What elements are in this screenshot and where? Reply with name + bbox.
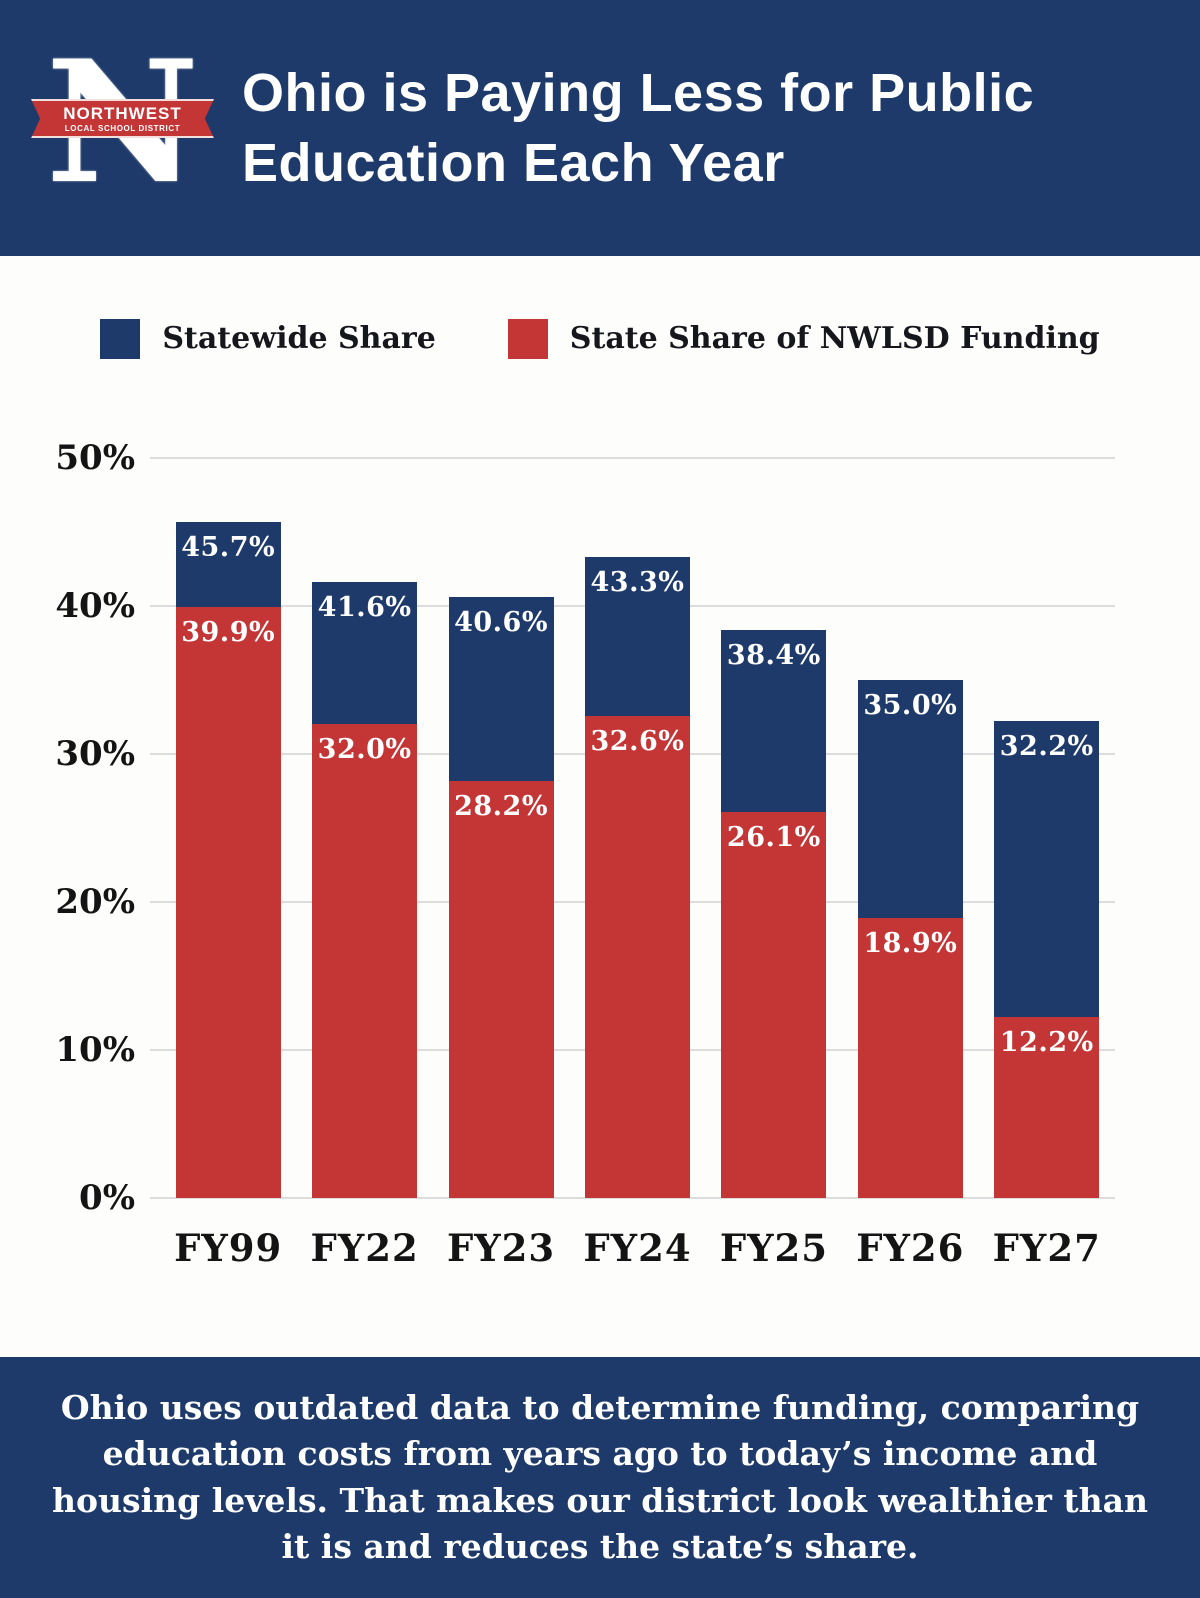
bar-value-label-nwlsd: 32.0% [317,734,412,766]
bar-segment-nwlsd: 18.9% [857,918,963,1198]
district-logo: N NORTHWEST LOCAL SCHOOL DISTRICT [31,38,214,213]
x-axis-label-fy99: FY99 [174,1226,283,1270]
bar-value-label-nwlsd: 12.2% [999,1027,1094,1059]
bar-value-label-statewide: 41.6% [317,592,412,624]
footer-caption: Ohio uses outdated data to determine fun… [52,1388,1148,1566]
legend-label-statewide-share: Statewide Share [162,321,436,356]
y-axis-tick-label: 0% [79,1178,135,1218]
legend-item-statewide-share: Statewide Share [100,318,436,359]
y-axis-tick-label: 50% [55,438,135,478]
page-title-line2: Education Each Year [242,133,785,193]
bar-column-fy26: 35.0% 18.9% [842,458,978,1198]
legend-item-nwlsd-funding: State Share of NWLSD Funding [507,318,1100,359]
y-axis-tick-label: 30% [55,734,135,774]
legend-label-nwlsd-funding: State Share of NWLSD Funding [569,321,1100,356]
footer-banner: Ohio uses outdated data to determine fun… [0,1357,1200,1598]
bar-value-label-statewide: 32.2% [999,731,1094,763]
x-axis-row: FY99 FY22 FY23 FY24 FY25 FY26 FY27 [160,1226,1115,1270]
page-title: Ohio is Paying Less for Public Education… [242,58,1034,198]
bar-segment-nwlsd: 12.2% [994,1017,1100,1198]
gridline [150,457,1115,459]
logo-ribbon-district-name: NORTHWEST [63,104,182,123]
bars-row: 45.7% 39.9% 41.6% 32.0% 40.6% 28.2% 43.3% 32.6%… [160,458,1115,1198]
x-axis-label-fy23: FY23 [446,1226,556,1270]
y-axis-tick-label: 20% [55,882,135,922]
bar-segment-nwlsd: 28.2% [448,780,554,1198]
x-axis-label-fy22: FY22 [310,1226,419,1270]
plot-area: 45.7% 39.9% 41.6% 32.0% 40.6% 28.2% 43.3% 32.6%… [55,438,1115,1218]
bar-value-label-nwlsd: 39.9% [181,617,276,649]
bar-fy99: 45.7% 39.9% [175,521,281,1198]
bar-value-label-statewide: 38.4% [726,639,821,671]
bar-fy23: 40.6% 28.2% [448,597,554,1198]
bar-column-fy24: 43.3% 32.6% [569,458,705,1198]
y-axis-tick-label: 40% [55,586,135,626]
bar-column-fy25: 38.4% 26.1% [706,458,842,1198]
bar-fy22: 41.6% 32.0% [312,582,418,1198]
bar-segment-nwlsd: 39.9% [175,607,281,1198]
logo-ribbon-district-subtitle: LOCAL SCHOOL DISTRICT [64,123,181,133]
bar-segment-nwlsd: 32.6% [584,715,690,1198]
chart-legend: Statewide Share State Share of NWLSD Fun… [0,316,1200,361]
bar-value-label-nwlsd: 18.9% [863,928,958,960]
page-title-line1: Ohio is Paying Less for Public [242,62,1035,123]
bar-fy27: 32.2% 12.2% [994,721,1100,1198]
bar-value-label-nwlsd: 26.1% [726,821,821,853]
logo-ribbon: NORTHWEST LOCAL SCHOOL DISTRICT [31,99,214,139]
legend-swatch-statewide-share [100,318,141,359]
bar-column-fy99: 45.7% 39.9% [160,458,296,1198]
chart-section: Statewide Share State Share of NWLSD Fun… [0,256,1200,1357]
legend-swatch-nwlsd-funding [507,318,548,359]
x-axis-label-fy24: FY24 [583,1226,692,1270]
bar-value-label-nwlsd: 32.6% [590,725,685,757]
gridline [150,1197,1115,1199]
bar-value-label-nwlsd: 28.2% [454,790,548,822]
bar-column-fy23: 40.6% 28.2% [433,458,569,1198]
x-axis-label-fy27: FY27 [992,1226,1101,1270]
bar-value-label-statewide: 35.0% [863,690,958,721]
bar-segment-nwlsd: 26.1% [721,811,827,1198]
x-axis-label-fy26: FY26 [856,1226,965,1270]
bar-fy25: 38.4% 26.1% [721,629,827,1198]
bar-segment-nwlsd: 32.0% [312,724,418,1198]
bar-fy24: 43.3% 32.6% [584,557,690,1198]
bar-value-label-statewide: 45.7% [181,531,276,563]
bar-fy26: 35.0% 18.9% [857,680,963,1198]
y-axis-tick-label: 10% [55,1030,135,1070]
bar-value-label-statewide: 43.3% [590,567,685,599]
bar-value-label-statewide: 40.6% [454,607,548,639]
x-axis-label-fy25: FY25 [719,1226,828,1270]
header-banner: N NORTHWEST LOCAL SCHOOL DISTRICT Ohio i… [0,0,1200,256]
bar-column-fy27: 32.2% 12.2% [979,458,1115,1198]
bar-column-fy22: 41.6% 32.0% [296,458,432,1198]
